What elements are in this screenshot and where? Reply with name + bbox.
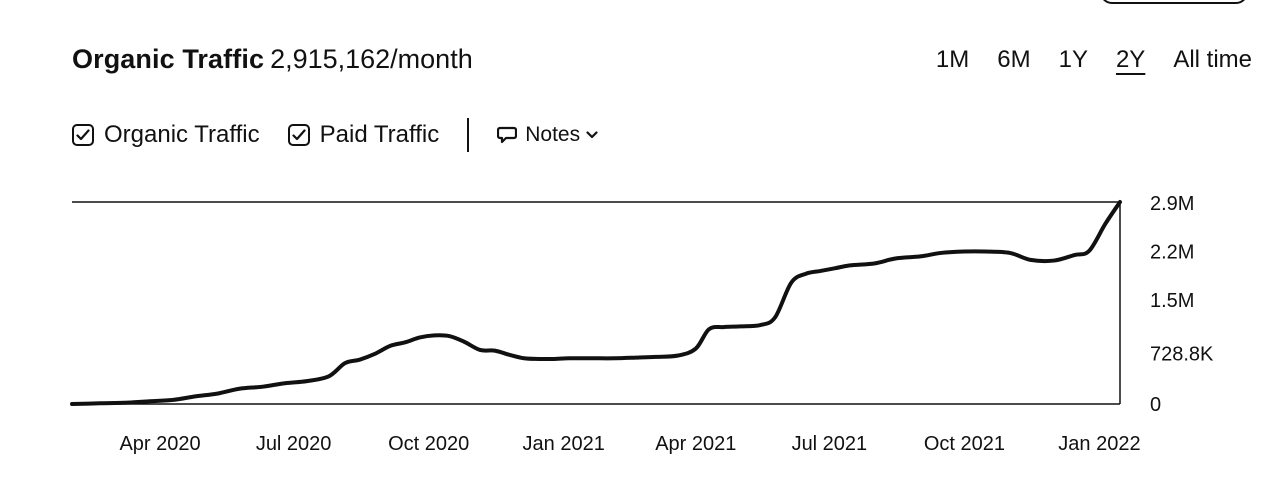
x-tick-label: Jul 2020	[256, 433, 332, 455]
chevron-down-icon	[586, 131, 598, 139]
x-tick-label: Jan 2021	[523, 433, 605, 455]
y-tick-label: 0	[1150, 394, 1161, 416]
range-2y[interactable]: 2Y	[1115, 46, 1146, 73]
legend-paid-traffic[interactable]: Paid Traffic	[287, 121, 440, 149]
x-tick-label: Apr 2020	[119, 433, 200, 455]
range-1m[interactable]: 1M	[935, 46, 970, 73]
range-1y[interactable]: 1Y	[1058, 46, 1088, 73]
checkbox-checked-icon[interactable]	[287, 124, 310, 146]
y-tick-label: 2.2M	[1150, 242, 1194, 264]
x-tick-label: Oct 2021	[924, 433, 1005, 455]
x-tick-label: Jul 2021	[792, 433, 868, 455]
y-tick-label: 1.5M	[1150, 290, 1194, 312]
legend: Organic Traffic Paid Traffic Notes	[72, 118, 598, 152]
checkbox-checked-icon[interactable]	[72, 124, 94, 146]
legend-organic-label: Organic Traffic	[104, 121, 260, 148]
range-selector: 1M 6M 1Y 2Y All time	[936, 48, 1252, 72]
page-title: Organic Traffic	[72, 44, 265, 74]
header: Organic Traffic 2,915,162/month	[72, 44, 473, 75]
y-tick-label: 2.9M	[1150, 193, 1194, 215]
legend-organic-traffic[interactable]: Organic Traffic	[72, 121, 260, 149]
notes-label: Notes	[525, 123, 581, 146]
organic-traffic-series-line	[70, 200, 1122, 406]
x-tick-label: Oct 2020	[388, 433, 469, 455]
y-tick-label: 728.8K	[1150, 343, 1214, 365]
range-6m[interactable]: 6M	[997, 46, 1031, 73]
comment-icon	[497, 126, 518, 144]
range-all-time[interactable]: All time	[1173, 46, 1252, 73]
legend-paid-label: Paid Traffic	[319, 121, 440, 148]
x-tick-label: Apr 2021	[655, 433, 736, 455]
legend-divider	[467, 118, 470, 152]
notes-dropdown[interactable]: Notes	[497, 123, 598, 147]
x-tick-label: Jan 2022	[1058, 433, 1140, 455]
traffic-value: 2,915,162/month	[270, 44, 473, 74]
